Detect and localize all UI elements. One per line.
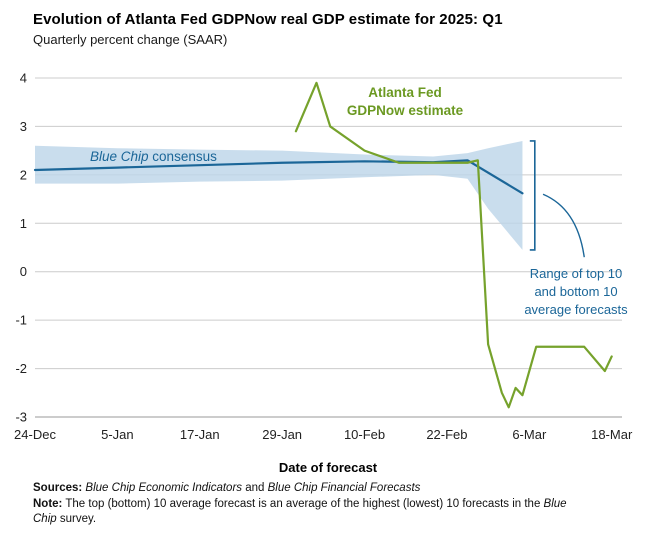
y-tick-label: -3 <box>15 410 27 425</box>
range-annotation: Range of top 10 and bottom 10 average fo… <box>508 265 644 319</box>
sources-label: Sources: <box>33 482 83 494</box>
x-tick-label-24-Dec: 24-Dec <box>14 427 56 442</box>
bluechip-series-label: Blue Chip consensus <box>90 148 217 166</box>
y-tick-label: 1 <box>20 216 27 231</box>
y-tick-label: 0 <box>20 264 27 279</box>
y-tick-label: 2 <box>20 167 27 182</box>
series-line-blue-chip-consensus <box>33 159 524 195</box>
note-text-post: survey. <box>56 513 97 526</box>
bluechip-series-label-rest: consensus <box>148 149 217 164</box>
forecast-range-band <box>35 140 523 250</box>
range-bracket <box>529 140 536 251</box>
range-annotation-line2: and bottom 10 <box>534 283 618 299</box>
y-tick-label: -2 <box>15 361 27 376</box>
bluechip-series-label-italic: Blue Chip <box>90 149 149 164</box>
x-tick-label-10-Feb: 10-Feb <box>344 427 385 442</box>
y-tick-label: 4 <box>20 71 27 86</box>
note-italic: Blue Chip <box>33 497 567 526</box>
page-title: Evolution of Atlanta Fed GDPNow real GDP… <box>33 11 503 28</box>
x-tick-label-18-Mar: 18-Mar <box>591 427 633 442</box>
gdpnow-series-label-line1: Atlanta Fed <box>368 85 442 100</box>
x-tick-label-17-Jan: 17-Jan <box>180 427 220 442</box>
range-leader-line <box>542 193 585 258</box>
gdpnow-chart: 4 3 2 1 0 -1 -2 -3 24-Dec 5-Jan 17-Jan 29-Jan 10-Feb… <box>14 71 633 443</box>
gdpnow-series-label-line2: GDPNow estimate <box>346 102 464 118</box>
gdpnow-series-label: Atlanta Fed GDPNow estimate <box>330 84 480 119</box>
x-tick-label-6-Mar: 6-Mar <box>512 427 547 442</box>
x-tick-label-22-Feb: 22-Feb <box>426 427 467 442</box>
chart-footnotes: Sources: Blue Chip Economic Indicators a… <box>33 481 593 528</box>
range-annotation-line3: average forecasts <box>524 301 628 317</box>
range-annotation-line1: Range of top 10 <box>529 266 623 281</box>
sources-and: and <box>245 482 265 494</box>
note-line: Note: The top (bottom) 10 average foreca… <box>33 497 593 528</box>
y-tick-label: -1 <box>15 313 27 328</box>
x-tick-label-5-Jan: 5-Jan <box>101 427 134 442</box>
sources-line: Sources: Blue Chip Economic Indicators a… <box>33 481 593 497</box>
x-axis-title: Date of forecast <box>278 460 378 475</box>
x-tick-label-29-Jan: 29-Jan <box>262 427 302 442</box>
note-label: Note: <box>33 497 63 510</box>
note-text-pre: The top (bottom) 10 average forecast is … <box>65 497 544 510</box>
sources-italic-2: Blue Chip Financial Forecasts <box>267 482 421 494</box>
chart-subtitle: Quarterly percent change (SAAR) <box>33 32 228 47</box>
sources-italic-1: Blue Chip Economic Indicators <box>85 482 243 494</box>
y-tick-label: 3 <box>20 119 27 134</box>
series-line-atlanta-fed-gdpnow-estimate <box>294 81 613 409</box>
